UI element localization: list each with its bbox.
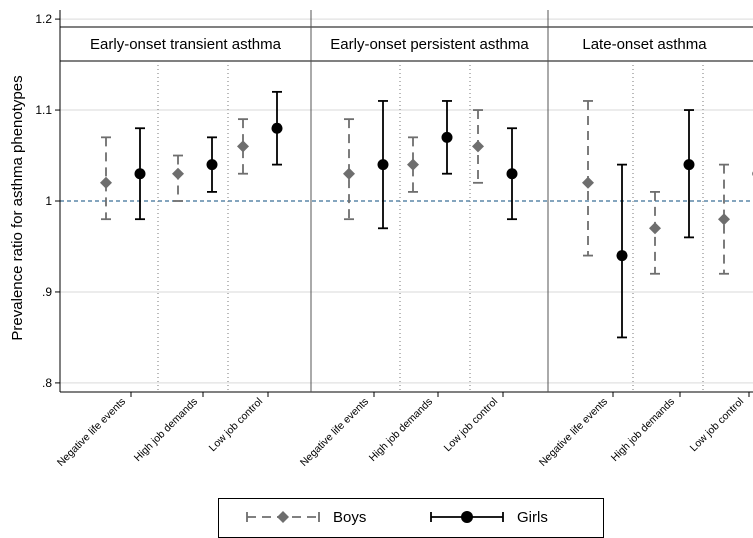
girls-point — [272, 123, 283, 134]
x-tick-label: Negative life events — [55, 396, 128, 469]
legend-item-boys: Boys — [245, 499, 366, 535]
boys-point — [472, 140, 484, 152]
boys-point — [407, 159, 419, 171]
y-tick-label: 1.2 — [35, 12, 52, 26]
boys-point — [582, 177, 594, 189]
y-axis: .8 .9 1 1.1 1.2 — [35, 12, 60, 390]
boys-point — [100, 177, 112, 189]
panel-headers: Early-onset transient asthma Early-onset … — [60, 27, 753, 61]
y-axis-label: Prevalence ratio for asthma phenotypes — [9, 75, 26, 340]
x-tick-label: Low job control — [207, 396, 265, 454]
boys-point — [343, 168, 355, 180]
legend: Boys Girls — [218, 498, 604, 538]
x-tick-label: High job demands — [367, 396, 435, 464]
x-tick-label: Negative life events — [298, 396, 371, 469]
y-tick-label: .9 — [42, 285, 52, 299]
legend-label-girls: Girls — [517, 509, 548, 526]
x-tick-label: Negative life events — [537, 396, 610, 469]
y-tick-label: 1 — [45, 194, 52, 208]
panel-title: Early-onset persistent asthma — [330, 36, 529, 53]
y-tick-label: .8 — [42, 376, 52, 390]
legend-swatch-boys — [245, 507, 323, 527]
boys-point — [237, 140, 249, 152]
x-tick-label: Low job control — [442, 396, 500, 454]
panel-title: Early-onset transient asthma — [90, 36, 282, 53]
panel-title: Late-onset asthma — [582, 36, 707, 53]
boys-point — [649, 222, 661, 234]
chart-marks — [100, 92, 753, 338]
girls-point — [684, 159, 695, 170]
girls-point — [507, 168, 518, 179]
legend-label-boys: Boys — [333, 509, 366, 526]
legend-swatch-girls — [429, 507, 507, 527]
girls-point — [378, 159, 389, 170]
x-tick-label: Low job control — [688, 396, 746, 454]
legend-item-girls: Girls — [429, 499, 548, 535]
y-tick-label: 1.1 — [35, 103, 52, 117]
girls-point — [135, 168, 146, 179]
girls-point — [442, 132, 453, 143]
x-tick-label: High job demands — [609, 396, 677, 464]
girls-point — [207, 159, 218, 170]
x-tick-label: High job demands — [132, 396, 200, 464]
girls-point — [617, 250, 628, 261]
boys-point — [172, 168, 184, 180]
boys-point — [718, 213, 730, 225]
